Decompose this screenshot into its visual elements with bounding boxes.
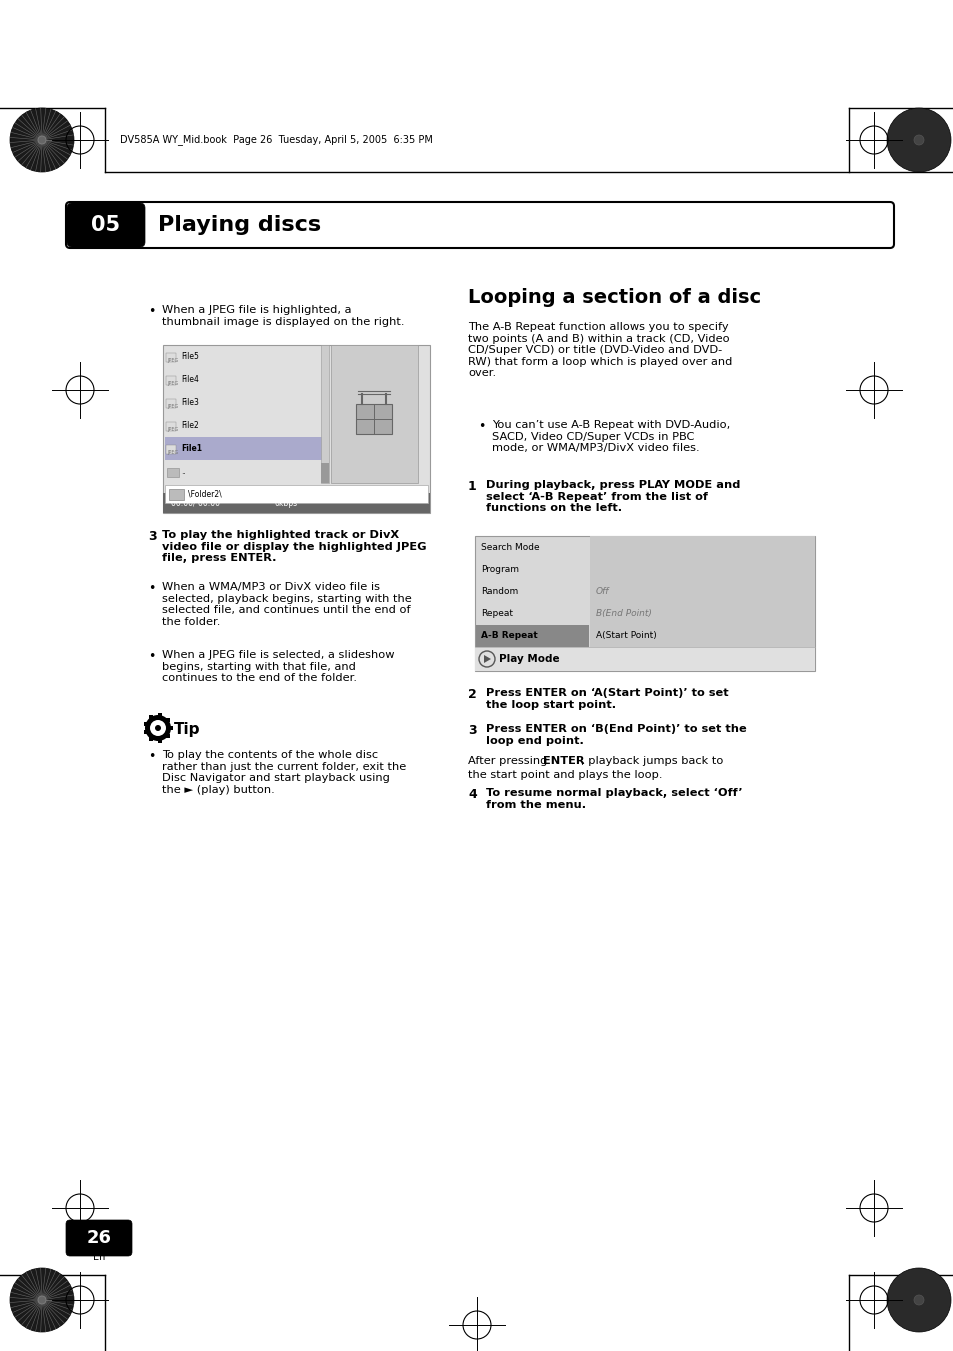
Bar [166,353,175,362]
Bar [166,735,170,739]
Text: Search Mode: Search Mode [480,543,539,551]
Text: 05: 05 [91,215,120,235]
Text: File3: File3 [181,399,198,407]
Text: When a WMA/MP3 or DivX video file is
selected, playback begins, starting with th: When a WMA/MP3 or DivX video file is sel… [162,582,412,627]
Text: File4: File4 [181,376,198,384]
Text: When a JPEG file is highlighted, a
thumbnail image is displayed on the right.: When a JPEG file is highlighted, a thumb… [162,305,404,327]
Text: ..: .. [181,467,186,476]
Text: JPEG: JPEG [167,427,178,432]
Circle shape [38,136,46,145]
Text: 26: 26 [87,1229,112,1247]
Text: 4: 4 [468,788,476,801]
Text: To play the contents of the whole disc
rather than just the current folder, exit: To play the contents of the whole disc r… [162,750,406,794]
Text: \Folder2\: \Folder2\ [188,489,224,499]
Bar [475,536,814,671]
FancyBboxPatch shape [67,203,145,247]
Text: Repeat: Repeat [480,609,513,619]
Bar [169,725,172,730]
Bar [331,345,417,484]
Text: After pressing: After pressing [468,757,551,766]
Text: 00:00/ 00:00: 00:00/ 00:00 [171,499,220,508]
Polygon shape [483,655,491,663]
Text: A-B Repeat: A-B Repeat [480,631,537,640]
Bar [589,536,814,647]
Text: Tip: Tip [173,721,200,738]
Text: Program: Program [480,565,518,574]
Text: 1: 1 [468,480,476,493]
Circle shape [154,725,161,731]
Text: , playback jumps back to: , playback jumps back to [580,757,722,766]
Circle shape [145,715,171,740]
Text: Press ENTER on ‘A(Start Point)’ to set
the loop start point.: Press ENTER on ‘A(Start Point)’ to set t… [485,688,728,709]
Bar [166,399,175,408]
FancyBboxPatch shape [66,1220,132,1256]
Text: To play the highlighted track or DivX
video file or display the highlighted JPEG: To play the highlighted track or DivX vi… [162,530,426,563]
Text: DV585A WY_Mid.book  Page 26  Tuesday, April 5, 2005  6:35 PM: DV585A WY_Mid.book Page 26 Tuesday, Apri… [120,135,433,146]
Bar [163,493,430,513]
Text: File2: File2 [181,422,198,430]
Bar [476,624,588,647]
Circle shape [38,1296,46,1304]
Text: Press ENTER on ‘B(End Point)’ to set the
loop end point.: Press ENTER on ‘B(End Point)’ to set the… [485,724,746,746]
Text: When a JPEG file is selected, a slideshow
begins, starting with that file, and
c: When a JPEG file is selected, a slidesho… [162,650,395,684]
Bar [475,647,814,671]
Bar [166,717,170,721]
Bar [165,436,329,459]
Text: •: • [477,420,485,434]
Text: Off: Off [596,586,609,596]
Text: A(Start Point): A(Start Point) [596,631,656,640]
Bar [150,715,153,719]
Circle shape [10,1269,74,1332]
Bar [158,713,162,717]
Text: During playback, press PLAY MODE and
select ‘A-B Repeat’ from the list of
functi: During playback, press PLAY MODE and sel… [485,480,740,513]
Text: En: En [92,1252,105,1262]
Bar [144,731,148,735]
Polygon shape [169,489,184,500]
Circle shape [886,108,950,172]
Text: JPEG: JPEG [167,358,178,363]
Text: JPEG: JPEG [167,404,178,409]
Text: Random: Random [480,586,517,596]
Text: B(End Point): B(End Point) [596,609,651,619]
Text: •: • [148,305,155,317]
FancyBboxPatch shape [66,203,893,249]
Bar [150,738,153,742]
Text: Play Mode: Play Mode [498,654,559,663]
Text: 3: 3 [148,530,156,543]
Text: The A-B Repeat function allows you to specify
two points (A and B) within a trac: The A-B Repeat function allows you to sp… [468,322,732,378]
Bar [408,489,417,497]
FancyBboxPatch shape [167,467,179,477]
Text: You can’t use A-B Repeat with DVD-Audio,
SACD, Video CD/Super VCDs in PBC
mode, : You can’t use A-B Repeat with DVD-Audio,… [492,420,729,453]
Text: File1: File1 [181,444,202,453]
Bar [165,485,428,503]
Text: JPEG: JPEG [167,381,178,386]
Text: 3: 3 [468,724,476,738]
Text: •: • [148,582,155,594]
Text: File5: File5 [181,353,198,361]
Text: Playing discs: Playing discs [158,215,321,235]
Bar [356,404,392,434]
Text: 2: 2 [468,688,476,701]
Text: ENTER: ENTER [542,757,584,766]
Circle shape [150,720,166,736]
Text: the start point and plays the loop.: the start point and plays the loop. [468,770,661,780]
Text: 0kbps: 0kbps [274,499,297,508]
Bar [163,345,430,513]
Bar [320,463,329,484]
Circle shape [913,135,923,145]
Bar [166,444,175,454]
Circle shape [913,1296,923,1305]
Bar [144,721,148,725]
Text: JPEG: JPEG [167,450,178,455]
Text: •: • [148,650,155,663]
Text: •: • [148,750,155,763]
Text: Looping a section of a disc: Looping a section of a disc [468,288,760,307]
Text: To resume normal playback, select ‘Off’
from the menu.: To resume normal playback, select ‘Off’ … [485,788,741,809]
Bar [320,345,329,484]
Circle shape [10,108,74,172]
Bar [158,739,162,743]
Bar [166,376,175,385]
Circle shape [886,1269,950,1332]
Bar [166,422,175,431]
